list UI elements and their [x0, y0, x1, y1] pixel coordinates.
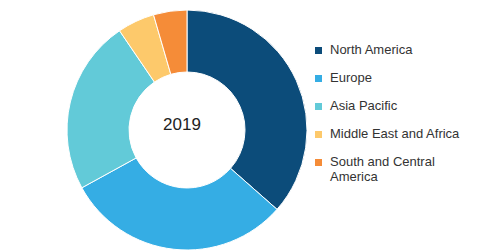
html-text:South and Central America: South and Central America: [330, 154, 435, 184]
svg-text:2019: 2019: [163, 115, 201, 134]
html-text:Asia Pacific: Asia Pacific: [330, 98, 398, 113]
html-text:North America: North America: [330, 42, 413, 57]
html-text:Europe: Europe: [330, 70, 372, 85]
html-text:Middle East and Africa: Middle East and Africa: [330, 126, 460, 141]
